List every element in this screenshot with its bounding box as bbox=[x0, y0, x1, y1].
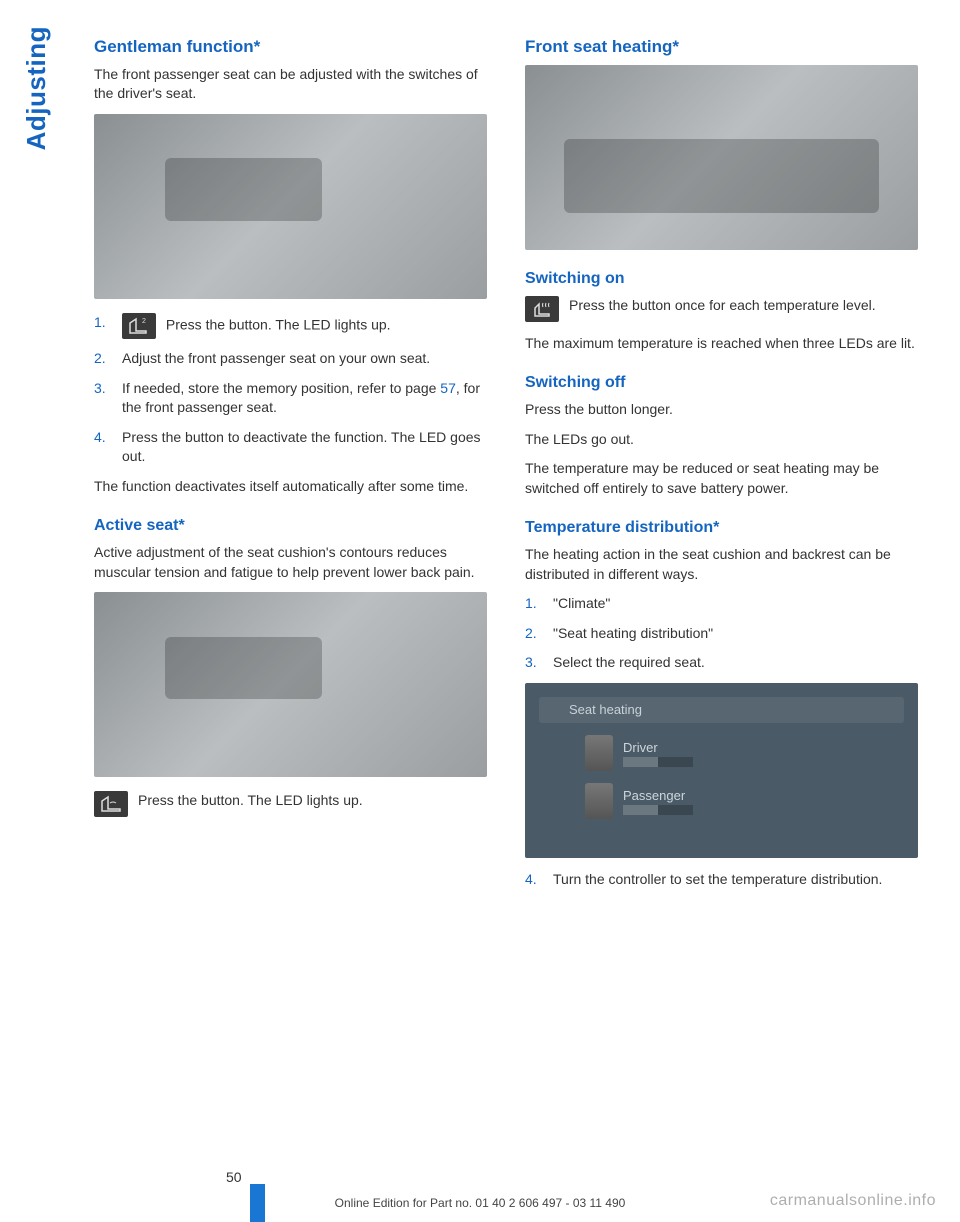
list-item: 2. Adjust the front passenger seat on yo… bbox=[94, 349, 487, 369]
list-item: 2. "Seat heating distribution" bbox=[525, 624, 918, 644]
page-number: 50 bbox=[226, 1168, 242, 1188]
step-number: 4. bbox=[94, 428, 112, 448]
level-indicator bbox=[623, 757, 693, 767]
photo-active-seat bbox=[94, 592, 487, 777]
page-link[interactable]: 57 bbox=[440, 380, 456, 396]
left-column: Gentleman function* The front passenger … bbox=[94, 35, 487, 900]
sub-heading-switching-on: Switching on bbox=[525, 268, 918, 290]
section-heading-front-seat-heating: Front seat heating* bbox=[525, 35, 918, 59]
paragraph: The function deactivates itself automati… bbox=[94, 477, 487, 497]
seat-button-icon: 2 bbox=[122, 313, 156, 339]
step-text-content: Press the button. The LED lights up. bbox=[166, 317, 391, 333]
step-text: Press the button to deactivate the funct… bbox=[122, 428, 487, 467]
display-row-passenger: Passenger bbox=[585, 781, 904, 821]
gentleman-steps-list: 1. 2 Press the button. The LED lights up… bbox=[94, 313, 487, 467]
step-number: 2. bbox=[94, 349, 112, 369]
display-title: Seat heating bbox=[569, 702, 642, 717]
display-row-label: Passenger bbox=[623, 787, 693, 805]
display-row-label: Driver bbox=[623, 739, 693, 757]
section-heading-active-seat: Active seat* bbox=[94, 515, 487, 537]
paragraph: The LEDs go out. bbox=[525, 430, 918, 450]
step-text: "Seat heating distribution" bbox=[553, 624, 918, 644]
photo-climate-panel bbox=[525, 65, 918, 250]
side-chapter-label: Adjusting bbox=[18, 26, 54, 150]
paragraph: The front passenger seat can be adjusted… bbox=[94, 65, 487, 104]
photo-placeholder-detail bbox=[165, 637, 322, 700]
photo-placeholder-detail bbox=[165, 158, 322, 221]
step-number: 4. bbox=[525, 870, 543, 890]
step-text: Select the required seat. bbox=[553, 653, 918, 673]
right-column: Front seat heating* Switching on Press t… bbox=[525, 35, 918, 900]
icon-instruction-text: Press the button. The LED lights up. bbox=[138, 791, 487, 811]
list-item: 3. If needed, store the memory position,… bbox=[94, 379, 487, 418]
sub-heading-switching-off: Switching off bbox=[525, 372, 918, 394]
photo-placeholder-detail bbox=[564, 139, 878, 213]
display-row-driver: Driver bbox=[585, 733, 904, 773]
step-text: 2 Press the button. The LED lights up. bbox=[122, 313, 487, 339]
step-number: 3. bbox=[525, 653, 543, 673]
list-item: 3. Select the required seat. bbox=[525, 653, 918, 673]
idrive-display-screenshot: Seat heating Driver Passenger bbox=[525, 683, 918, 858]
watermark: carmanualsonline.info bbox=[770, 1190, 936, 1212]
step-text: "Climate" bbox=[553, 594, 918, 614]
svg-text:2: 2 bbox=[142, 318, 146, 325]
section-heading-gentleman: Gentleman function* bbox=[94, 35, 487, 59]
paragraph: Press the button longer. bbox=[525, 400, 918, 420]
temp-dist-step4-list: 4. Turn the controller to set the temper… bbox=[525, 870, 918, 890]
step-number: 1. bbox=[525, 594, 543, 614]
seat-heat-icon bbox=[525, 296, 559, 322]
paragraph: The temperature may be reduced or seat h… bbox=[525, 459, 918, 498]
temp-dist-steps-list: 1. "Climate" 2. "Seat heating distributi… bbox=[525, 594, 918, 673]
seat-icon bbox=[585, 735, 613, 771]
display-title-bar: Seat heating bbox=[539, 697, 904, 723]
level-indicator bbox=[623, 805, 693, 815]
step-number: 1. bbox=[94, 313, 112, 333]
step-number: 2. bbox=[525, 624, 543, 644]
list-item: 4. Press the button to deactivate the fu… bbox=[94, 428, 487, 467]
paragraph: The maximum temperature is reached when … bbox=[525, 334, 918, 354]
active-seat-button-icon bbox=[94, 791, 128, 817]
step-text: Adjust the front passenger seat on your … bbox=[122, 349, 487, 369]
icon-instruction-text: Press the button once for each temperatu… bbox=[569, 296, 918, 316]
paragraph: Active adjustment of the seat cushion's … bbox=[94, 543, 487, 582]
step-number: 3. bbox=[94, 379, 112, 399]
list-item: 1. 2 Press the button. The LED lights up… bbox=[94, 313, 487, 339]
list-item: 4. Turn the controller to set the temper… bbox=[525, 870, 918, 890]
photo-driver-switches bbox=[94, 114, 487, 299]
seat-icon bbox=[585, 783, 613, 819]
list-item: 1. "Climate" bbox=[525, 594, 918, 614]
sub-heading-temp-distribution: Temperature distribution* bbox=[525, 517, 918, 539]
step-text: If needed, store the memory position, re… bbox=[122, 379, 487, 418]
paragraph: The heating action in the seat cushion a… bbox=[525, 545, 918, 584]
step-text: Turn the controller to set the temperatu… bbox=[553, 870, 918, 890]
